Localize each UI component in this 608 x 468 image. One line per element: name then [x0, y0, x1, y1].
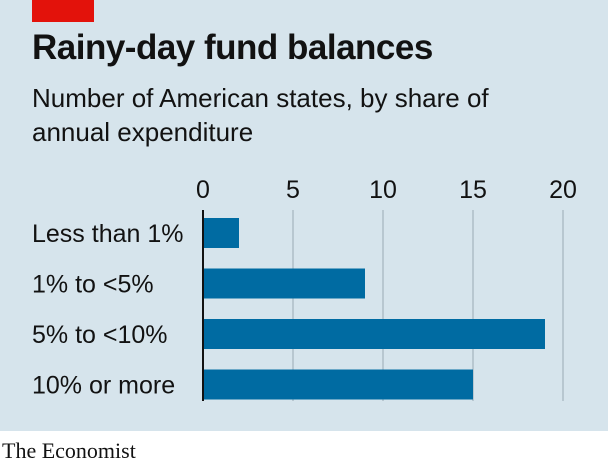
category-label-2: 5% to <10%: [32, 321, 168, 349]
bar-3: [203, 369, 473, 400]
bar-0: [203, 218, 239, 248]
bar-1: [203, 268, 365, 299]
source-credit: The Economist: [2, 438, 136, 463]
gridlines: [292, 210, 564, 401]
x-tick-label-1: 5: [286, 176, 300, 204]
category-label-3: 10% or more: [32, 372, 175, 400]
bar-2: [203, 319, 545, 349]
bar-chart: 0 5 10 15 20 Less than 1% 1% to <5% 5% to <10%…: [32, 176, 577, 401]
x-tick-label-3: 15: [459, 176, 487, 204]
category-label-0: Less than 1%: [32, 220, 184, 248]
bars: [203, 218, 545, 400]
chart-title: Rainy-day fund balances: [32, 28, 433, 67]
x-tick-labels: 0 5 10 15 20: [196, 176, 577, 204]
x-tick-label-4: 20: [549, 176, 577, 204]
chart-subtitle: Number of American states, by share of a…: [32, 83, 489, 147]
category-labels: Less than 1% 1% to <5% 5% to <10% 10% or mo…: [32, 220, 184, 400]
brand-red-tag: [32, 0, 94, 22]
chart-panel: [0, 0, 608, 431]
x-tick-label-2: 10: [369, 176, 397, 204]
category-label-1: 1% to <5%: [32, 271, 154, 299]
x-tick-label-0: 0: [196, 176, 210, 204]
